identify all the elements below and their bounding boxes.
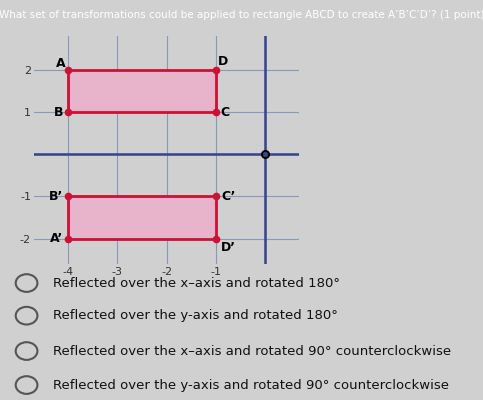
Bar [68, 70, 216, 112]
Text: Reflected over the x–axis and rotated 90° counterclockwise: Reflected over the x–axis and rotated 90… [53, 344, 451, 358]
Text: C: C [221, 106, 230, 118]
Text: C’: C’ [222, 190, 236, 203]
Text: B: B [54, 106, 63, 118]
Text: Reflected over the y-axis and rotated 180°: Reflected over the y-axis and rotated 18… [53, 309, 338, 322]
Text: What set of transformations could be applied to rectangle ABCD to create A’B’C’D: What set of transformations could be app… [0, 10, 483, 20]
Text: Reflected over the x–axis and rotated 180°: Reflected over the x–axis and rotated 18… [53, 276, 340, 290]
Text: D’: D’ [221, 241, 236, 254]
Text: D: D [218, 55, 228, 68]
Text: B’: B’ [49, 190, 63, 203]
Text: A’: A’ [50, 232, 63, 245]
Text: Reflected over the y-axis and rotated 90° counterclockwise: Reflected over the y-axis and rotated 90… [53, 378, 449, 392]
Text: A: A [56, 57, 66, 70]
Bar [68, 196, 216, 239]
